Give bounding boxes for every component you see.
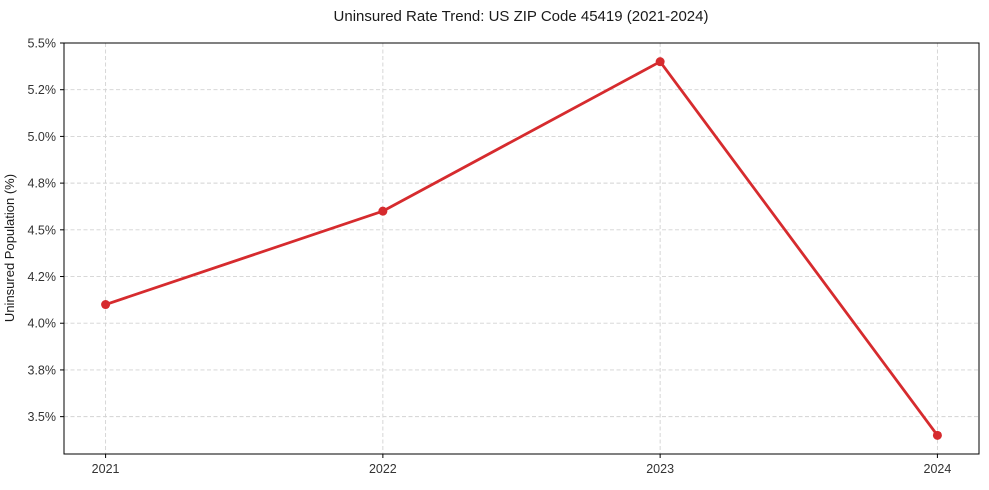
trend-line bbox=[104, 60, 939, 437]
y-tick-label: 4.0% bbox=[28, 317, 57, 331]
data-point-2023 bbox=[655, 57, 665, 67]
x-tick-label: 2023 bbox=[646, 462, 674, 476]
x-tick-label: 2021 bbox=[92, 462, 120, 476]
y-tick-label: 5.5% bbox=[28, 37, 57, 51]
data-series-layer bbox=[101, 57, 942, 440]
y-tick-label: 5.0% bbox=[28, 130, 57, 144]
y-tick-label: 4.8% bbox=[28, 177, 57, 191]
axis-layer: 3.5% 3.8% 4.0% 4.2% 4.5% 4.8% 5.0% 5.2% 5.5% 2021… bbox=[28, 37, 980, 476]
y-axis-label: Uninsured Population (%) bbox=[2, 174, 17, 322]
y-tick-label: 4.5% bbox=[28, 223, 57, 237]
grid-layer bbox=[64, 42, 979, 454]
data-point-2024 bbox=[932, 430, 942, 440]
y-tick-label: 5.2% bbox=[28, 83, 57, 97]
plot-frame bbox=[63, 42, 980, 455]
chart-title: Uninsured Rate Trend: US ZIP Code 45419 … bbox=[334, 8, 709, 25]
y-tick-label: 3.5% bbox=[28, 410, 57, 424]
x-tick-label: 2022 bbox=[369, 462, 397, 476]
y-tick-label: 4.2% bbox=[28, 270, 57, 284]
y-tick-label: 3.8% bbox=[28, 363, 57, 377]
data-point-2021 bbox=[101, 300, 111, 310]
x-tick-label: 2024 bbox=[924, 462, 952, 476]
data-point-2022 bbox=[378, 206, 388, 216]
